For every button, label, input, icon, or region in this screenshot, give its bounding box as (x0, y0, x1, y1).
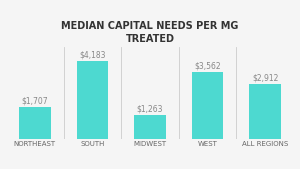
Text: $1,707: $1,707 (22, 96, 48, 105)
Bar (134, 115, 166, 139)
Text: $1,263: $1,263 (137, 105, 163, 114)
Bar (192, 72, 224, 139)
Bar (249, 84, 281, 139)
Bar (19, 107, 51, 139)
Bar (76, 61, 108, 139)
Text: $2,912: $2,912 (252, 74, 278, 83)
Text: $3,562: $3,562 (194, 62, 221, 71)
Title: MEDIAN CAPITAL NEEDS PER MG
TREATED: MEDIAN CAPITAL NEEDS PER MG TREATED (61, 21, 239, 44)
Text: $4,183: $4,183 (79, 50, 106, 59)
